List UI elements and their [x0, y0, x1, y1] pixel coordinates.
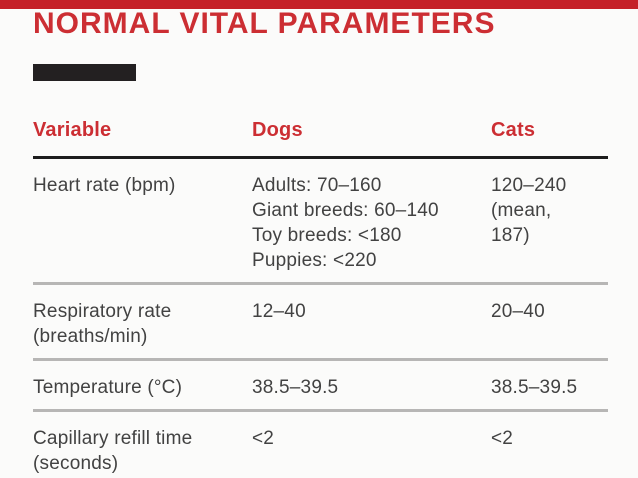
- column-header-dogs: Dogs: [252, 119, 303, 141]
- cell-line: Puppies: <220: [252, 250, 377, 271]
- top-red-bar: [0, 0, 638, 9]
- table-cell-cats: 20–40: [491, 299, 608, 349]
- cell-line: Heart rate (bpm): [33, 175, 176, 196]
- table-cell-dogs: 38.5–39.5: [252, 375, 491, 400]
- black-accent-bar: [33, 64, 136, 81]
- table-cell-dogs: 12–40: [252, 299, 491, 349]
- cell-line: (seconds): [33, 453, 119, 474]
- cell-line: Respiratory rate: [33, 301, 172, 322]
- cell-line: Toy breeds: <180: [252, 225, 402, 246]
- table-cell-dogs: <2: [252, 426, 491, 476]
- cell-line: 38.5–39.5: [491, 377, 578, 398]
- table-row: Temperature (°C) 38.5–39.5 38.5–39.5: [33, 361, 608, 412]
- cell-line: (mean,: [491, 200, 552, 221]
- cell-line: Temperature (°C): [33, 377, 183, 398]
- table-cell-variable: Capillary refill time (seconds): [33, 426, 252, 476]
- table-cell-variable: Heart rate (bpm): [33, 173, 252, 273]
- column-header-cats: Cats: [491, 119, 536, 141]
- cell-line: 187): [491, 225, 530, 246]
- table-header-row: Variable Dogs Cats: [33, 112, 608, 159]
- table-cell-variable: Temperature (°C): [33, 375, 252, 400]
- cell-line: 38.5–39.5: [252, 377, 339, 398]
- column-header-variable: Variable: [33, 119, 112, 141]
- table-cell-variable: Respiratory rate (breaths/min): [33, 299, 252, 349]
- table-cell-dogs: Adults: 70–160 Giant breeds: 60–140 Toy br…: [252, 173, 491, 273]
- cell-line: 20–40: [491, 301, 545, 322]
- table-row: Capillary refill time (seconds) <2 <2: [33, 412, 608, 478]
- cell-line: <2: [491, 428, 514, 449]
- cell-line: <2: [252, 428, 275, 449]
- page-title: NORMAL VITAL PARAMETERS: [33, 7, 496, 40]
- cell-line: Giant breeds: 60–140: [252, 200, 439, 221]
- cell-line: Capillary refill time: [33, 428, 193, 449]
- vital-parameters-table: Variable Dogs Cats Heart rate (bpm) Adult…: [33, 112, 608, 478]
- table-cell-cats: <2: [491, 426, 608, 476]
- table-body: Heart rate (bpm) Adults: 70–160 Giant bree…: [33, 159, 608, 478]
- cell-line: 120–240: [491, 175, 567, 196]
- cell-line: (breaths/min): [33, 326, 148, 347]
- cell-line: Adults: 70–160: [252, 175, 382, 196]
- cell-line: 12–40: [252, 301, 306, 322]
- table-row: Heart rate (bpm) Adults: 70–160 Giant bree…: [33, 159, 608, 285]
- table-row: Respiratory rate (breaths/min) 12–40 20–40: [33, 285, 608, 361]
- table-cell-cats: 38.5–39.5: [491, 375, 608, 400]
- table-cell-cats: 120–240 (mean, 187): [491, 173, 608, 273]
